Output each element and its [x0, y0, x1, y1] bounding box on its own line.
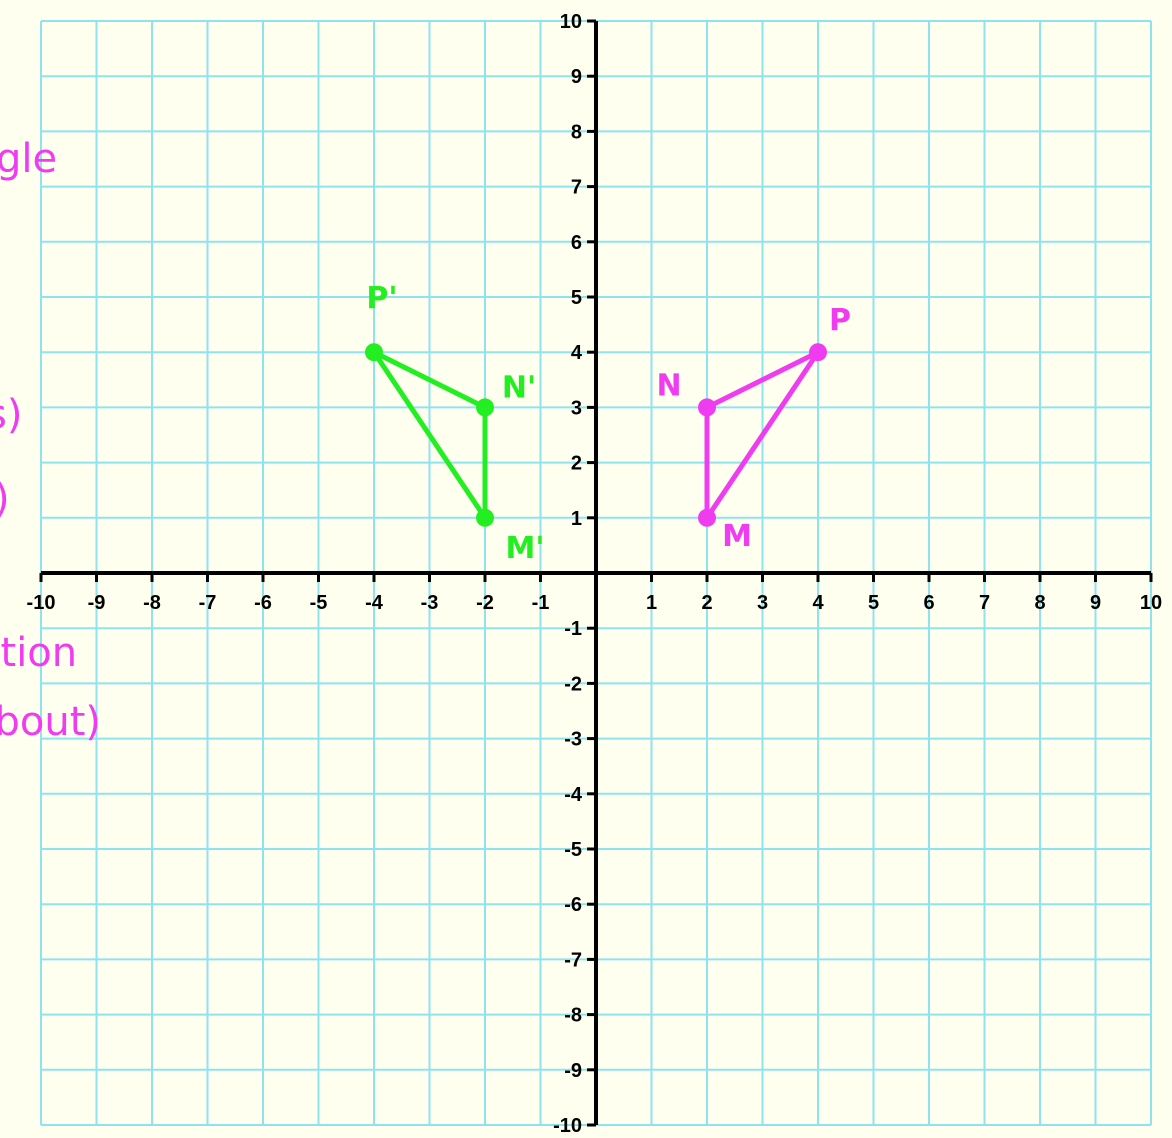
y-tick-label: -10 — [553, 1115, 582, 1137]
margin-note: ) — [0, 476, 10, 522]
y-tick-label: 9 — [571, 66, 582, 88]
y-tick-label: 4 — [571, 342, 583, 364]
vertex-point — [365, 343, 383, 362]
y-tick-label: -5 — [564, 839, 582, 861]
y-tick-label: -6 — [564, 894, 582, 916]
y-tick-label: 5 — [571, 287, 582, 309]
x-tick-label: -9 — [88, 592, 106, 614]
x-tick-label: 8 — [1034, 592, 1045, 614]
vertex-point — [809, 343, 827, 362]
x-tick-label: -3 — [421, 592, 439, 614]
y-tick-label: -2 — [564, 673, 582, 695]
x-tick-label: 7 — [979, 592, 990, 614]
y-tick-label: 1 — [571, 508, 582, 530]
x-tick-label: -10 — [27, 592, 56, 614]
y-tick-label: -8 — [564, 1005, 582, 1027]
x-tick-label: -8 — [143, 592, 161, 614]
x-tick-label: 9 — [1090, 592, 1101, 614]
tick-labels: -10 -9 -8 -7 -6 -5 -4 -3 -2 -1 1 2 3 4 5 6 7 8 9 10 10 9 8 7 6 5 4… — [27, 11, 1163, 1137]
vertex-point — [698, 398, 716, 417]
y-tick-label: 2 — [571, 453, 582, 475]
y-tick-label: 10 — [560, 11, 582, 33]
vertex-point — [476, 508, 494, 527]
x-tick-label: 1 — [646, 592, 657, 614]
x-tick-label: 6 — [923, 592, 934, 614]
x-tick-label: -2 — [476, 592, 494, 614]
vertex-label: P' — [366, 281, 397, 316]
margin-note: ation — [0, 630, 77, 676]
margin-note: about) — [0, 699, 101, 745]
vertex-point — [476, 398, 494, 417]
x-tick-label: 5 — [868, 592, 879, 614]
y-tick-label: -3 — [564, 729, 582, 751]
original-triangle-outline — [704, 349, 821, 521]
x-tick-label: -5 — [310, 592, 328, 614]
x-tick-label: 10 — [1140, 592, 1162, 614]
x-tick-label: -1 — [532, 592, 550, 614]
y-tick-label: -7 — [564, 949, 582, 971]
axes — [39, 19, 1153, 1127]
x-tick-label: 2 — [701, 592, 712, 614]
handwritten-margin-notes: gle s) ) ation about) — [0, 136, 101, 745]
image-triangle-outline — [371, 349, 488, 521]
y-tick-label: -1 — [564, 618, 582, 640]
y-tick-label: 3 — [571, 397, 582, 419]
y-tick-label: 8 — [571, 121, 582, 143]
x-tick-label: 4 — [812, 592, 824, 614]
y-tick-label: 7 — [571, 177, 582, 199]
margin-note: s) — [0, 392, 22, 438]
vertex-label: P — [829, 303, 851, 338]
vertex-label: N' — [502, 370, 536, 405]
x-tick-label: 3 — [757, 592, 768, 614]
vertex-point — [698, 508, 716, 527]
vertex-label: N — [656, 368, 681, 403]
vertex-label: M — [722, 519, 752, 554]
x-tick-label: -7 — [199, 592, 217, 614]
y-tick-label: 6 — [571, 232, 582, 254]
y-tick-label: -4 — [564, 784, 583, 806]
margin-note: gle — [0, 136, 57, 182]
image-triangle: M' N' P' — [365, 281, 545, 566]
x-tick-label: -6 — [254, 592, 272, 614]
y-tick-label: -9 — [564, 1060, 582, 1082]
vertex-label: M' — [505, 531, 544, 566]
x-tick-label: -4 — [365, 592, 384, 614]
original-triangle: M N P — [656, 303, 851, 554]
